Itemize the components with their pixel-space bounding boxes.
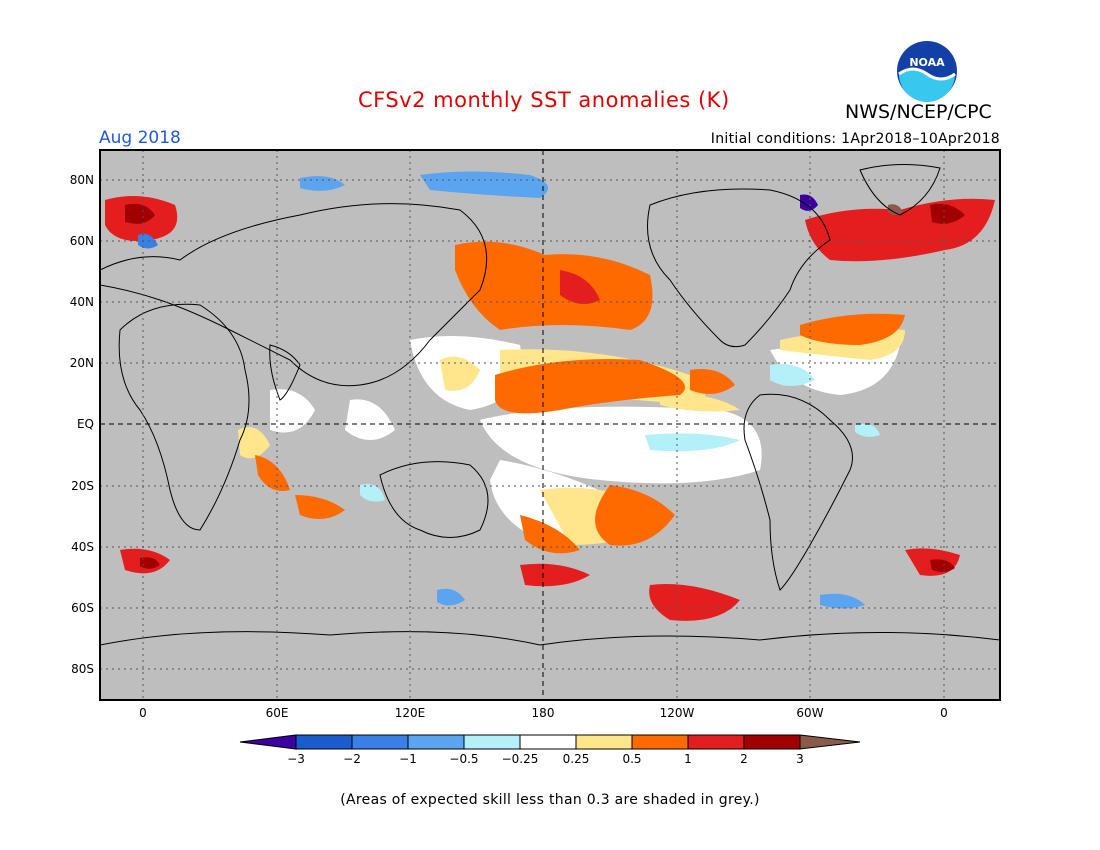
lon-label-120w: 120W bbox=[660, 706, 695, 720]
colorbar-bin bbox=[463, 734, 521, 750]
colorbar-tick-label: −0.5 bbox=[449, 752, 478, 766]
gridlines bbox=[100, 150, 1000, 700]
colorbar-tick-label: 0.5 bbox=[622, 752, 641, 766]
colorbar-bin bbox=[631, 734, 689, 750]
colorbar-bin bbox=[351, 734, 409, 750]
colorbar-tick-label: 2 bbox=[740, 752, 748, 766]
valid-month: Aug 2018 bbox=[99, 128, 181, 148]
noaa-logo: NOAA bbox=[897, 41, 957, 102]
lon-label-60e: 60E bbox=[266, 706, 289, 720]
noaa-logo-text: NOAA bbox=[909, 56, 945, 69]
colorbar-tick-labels: −3 −2 −1 −0.5 −0.25 0.25 0.5 1 2 3 bbox=[287, 752, 804, 766]
skill-footnote: (Areas of expected skill less than 0.3 a… bbox=[340, 792, 760, 808]
coastlines bbox=[99, 163, 1001, 646]
initial-conditions: Initial conditions: 1Apr2018–10Apr2018 bbox=[710, 131, 1000, 147]
colorbar-tick-label: −2 bbox=[343, 752, 361, 766]
lat-label-20n: 20N bbox=[70, 356, 94, 370]
lat-label-60s: 60S bbox=[71, 601, 94, 615]
colorbar-tick-label: 0.25 bbox=[563, 752, 590, 766]
map-title: CFSv2 monthly SST anomalies (K) bbox=[358, 88, 730, 112]
colorbar-bin bbox=[407, 734, 465, 750]
colorbar-bin bbox=[575, 734, 633, 750]
lon-label-120e: 120E bbox=[395, 706, 426, 720]
latitude-labels: 80N 60N 40N 20N EQ 20S 40S 60S 80S bbox=[70, 173, 94, 676]
colorbar-bin bbox=[295, 734, 353, 750]
colorbar-tick-label: −0.25 bbox=[502, 752, 539, 766]
lat-label-60n: 60N bbox=[70, 234, 94, 248]
lat-label-40s: 40S bbox=[71, 540, 94, 554]
colorbar-tick-label: −1 bbox=[399, 752, 417, 766]
anomaly-field bbox=[105, 171, 995, 621]
lat-label-eq: EQ bbox=[77, 417, 94, 431]
colorbar-bins bbox=[295, 734, 801, 750]
colorbar-tick-label: 1 bbox=[684, 752, 692, 766]
colorbar-legend: −3 −2 −1 −0.5 −0.25 0.25 0.5 1 2 3 bbox=[239, 734, 861, 766]
lat-label-80s: 80S bbox=[71, 662, 94, 676]
lon-label-0: 0 bbox=[139, 706, 147, 720]
colorbar-tick-label: −3 bbox=[287, 752, 305, 766]
lon-label-180: 180 bbox=[532, 706, 555, 720]
lon-label-0-east: 0 bbox=[940, 706, 948, 720]
colorbar-over-arrow bbox=[799, 734, 861, 750]
colorbar-bin bbox=[743, 734, 801, 750]
colorbar-under-arrow bbox=[239, 734, 297, 750]
lat-label-80n: 80N bbox=[70, 173, 94, 187]
lat-label-40n: 40N bbox=[70, 295, 94, 309]
longitude-labels: 0 60E 120E 180 120W 60W 0 bbox=[139, 706, 948, 720]
colorbar-bin bbox=[687, 734, 745, 750]
colorbar-tick-label: 3 bbox=[796, 752, 804, 766]
lat-label-20s: 20S bbox=[71, 479, 94, 493]
map-frame bbox=[99, 149, 1001, 701]
lon-label-60w: 60W bbox=[796, 706, 823, 720]
colorbar-bin bbox=[519, 734, 577, 750]
agency-label: NWS/NCEP/CPC bbox=[845, 101, 992, 123]
